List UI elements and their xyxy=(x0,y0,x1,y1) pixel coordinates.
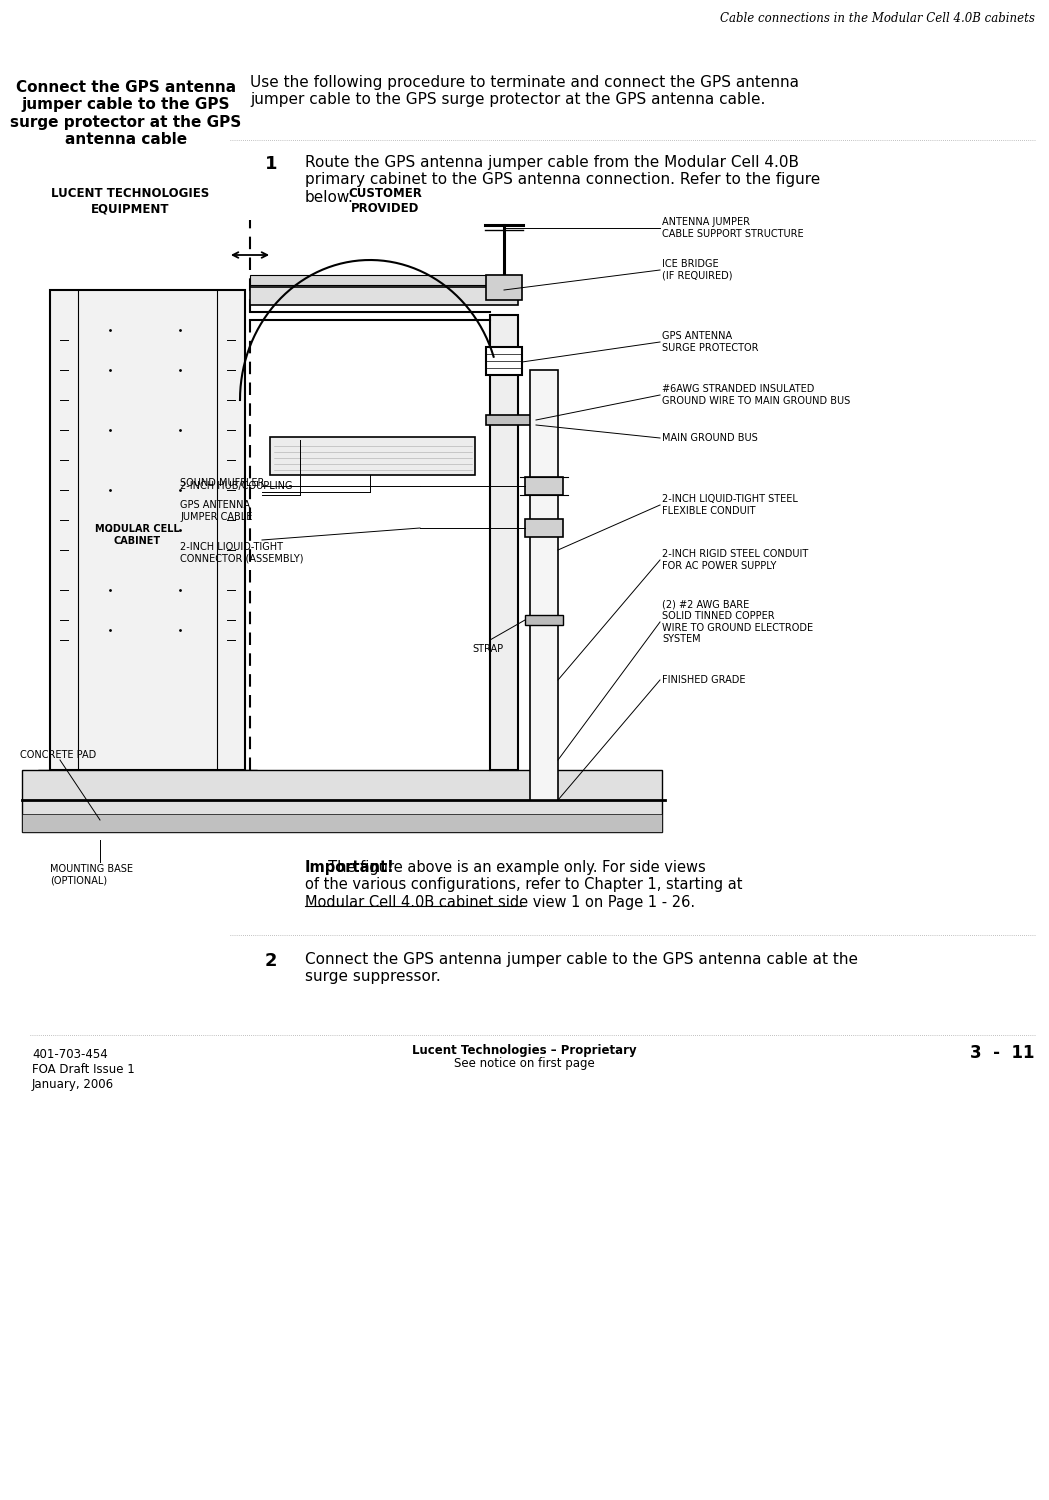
Text: GPS ANTENNA
SURGE PROTECTOR: GPS ANTENNA SURGE PROTECTOR xyxy=(662,332,758,352)
Bar xyxy=(22,770,662,832)
Text: CUSTOMER
PROVIDED: CUSTOMER PROVIDED xyxy=(348,188,422,214)
Bar xyxy=(270,436,475,476)
Bar xyxy=(250,274,518,285)
Text: STRAP: STRAP xyxy=(472,644,504,654)
Bar xyxy=(28,798,267,830)
Text: CONCRETE PAD: CONCRETE PAD xyxy=(20,750,97,760)
Bar xyxy=(50,290,245,770)
Bar xyxy=(22,815,662,833)
Text: MODULAR CELL
CABINET: MODULAR CELL CABINET xyxy=(94,524,179,546)
Text: ICE BRIDGE
(IF REQUIRED): ICE BRIDGE (IF REQUIRED) xyxy=(662,260,732,280)
Text: #6AWG STRANDED INSULATED
GROUND WIRE TO MAIN GROUND BUS: #6AWG STRANDED INSULATED GROUND WIRE TO … xyxy=(662,384,851,406)
Text: 3  -  11: 3 - 11 xyxy=(970,1044,1035,1062)
Text: Connect the GPS antenna
jumper cable to the GPS
surge protector at the GPS
anten: Connect the GPS antenna jumper cable to … xyxy=(10,80,241,147)
Text: Cable connections in the Modular Cell 4.0B cabinets: Cable connections in the Modular Cell 4.… xyxy=(720,12,1035,26)
Text: 401-703-454
FOA Draft Issue 1
January, 2006: 401-703-454 FOA Draft Issue 1 January, 2… xyxy=(33,1048,134,1090)
Text: 2: 2 xyxy=(265,952,278,970)
Text: See notice on first page: See notice on first page xyxy=(453,1058,595,1070)
Text: 2-INCH LIQUID-TIGHT
CONNECTOR (ASSEMBLY): 2-INCH LIQUID-TIGHT CONNECTOR (ASSEMBLY) xyxy=(180,542,303,564)
Text: Route the GPS antenna jumper cable from the Modular Cell 4.0B
primary cabinet to: Route the GPS antenna jumper cable from … xyxy=(305,154,820,206)
Text: 2-INCH LIQUID-TIGHT STEEL
FLEXIBLE CONDUIT: 2-INCH LIQUID-TIGHT STEEL FLEXIBLE CONDU… xyxy=(662,494,798,516)
Text: MAIN GROUND BUS: MAIN GROUND BUS xyxy=(662,433,757,442)
Text: LUCENT TECHNOLOGIES
EQUIPMENT: LUCENT TECHNOLOGIES EQUIPMENT xyxy=(50,188,209,214)
Bar xyxy=(490,315,518,770)
Bar xyxy=(486,416,536,424)
Text: GPS ANTENNA
JUMPER CABLE: GPS ANTENNA JUMPER CABLE xyxy=(180,500,253,522)
Bar xyxy=(524,519,563,537)
Text: 2-INCH RIGID STEEL CONDUIT
FOR AC POWER SUPPLY: 2-INCH RIGID STEEL CONDUIT FOR AC POWER … xyxy=(662,549,808,572)
Bar xyxy=(530,370,558,800)
Bar xyxy=(524,615,563,626)
Bar xyxy=(250,286,518,304)
Text: Use the following procedure to terminate and connect the GPS antenna
jumper cabl: Use the following procedure to terminate… xyxy=(250,75,799,108)
Bar xyxy=(524,477,563,495)
Text: SOUND MUFFLER: SOUND MUFFLER xyxy=(180,478,264,488)
Bar xyxy=(486,346,522,375)
Text: 2-INCH HUB/COUPLING: 2-INCH HUB/COUPLING xyxy=(180,482,293,490)
Bar xyxy=(486,274,522,300)
Bar xyxy=(38,770,257,798)
Text: 1: 1 xyxy=(265,154,278,172)
Text: Lucent Technologies – Proprietary: Lucent Technologies – Proprietary xyxy=(411,1044,637,1058)
Text: ANTENNA JUMPER
CABLE SUPPORT STRUCTURE: ANTENNA JUMPER CABLE SUPPORT STRUCTURE xyxy=(662,217,804,238)
Text: Important!: Important! xyxy=(305,859,394,874)
Text: Connect the GPS antenna jumper cable to the GPS antenna cable at the
surge suppr: Connect the GPS antenna jumper cable to … xyxy=(305,952,858,984)
Text: FINISHED GRADE: FINISHED GRADE xyxy=(662,675,746,686)
Text: (2) #2 AWG BARE
SOLID TINNED COPPER
WIRE TO GROUND ELECTRODE
SYSTEM: (2) #2 AWG BARE SOLID TINNED COPPER WIRE… xyxy=(662,600,813,645)
Text: The figure above is an example only. For side views
of the various configuration: The figure above is an example only. For… xyxy=(305,859,743,910)
Text: MOUNTING BASE
(OPTIONAL): MOUNTING BASE (OPTIONAL) xyxy=(50,864,133,885)
